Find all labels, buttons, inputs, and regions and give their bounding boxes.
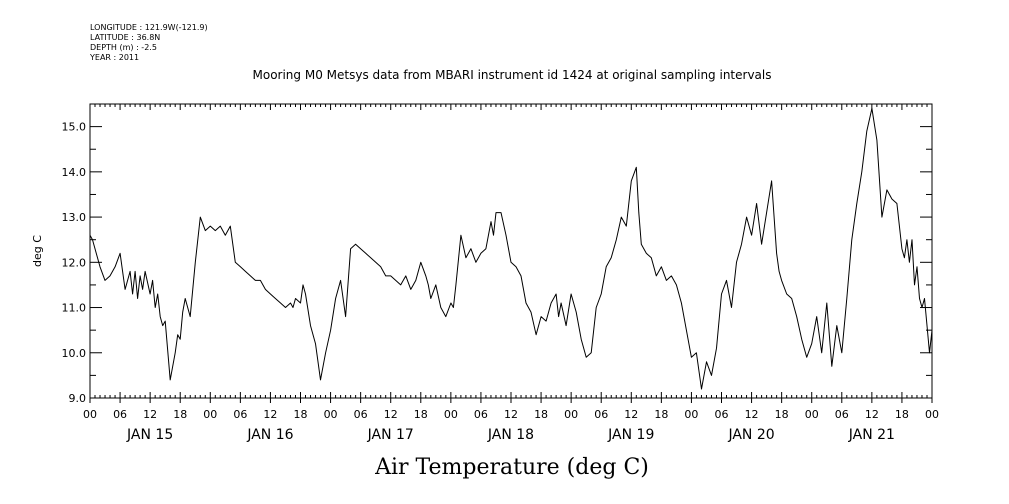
x-tick-label: 12 [384,408,398,421]
x-tick-label: 06 [233,408,247,421]
x-tick-label: 18 [654,408,668,421]
y-tick-label: 14.0 [62,166,87,179]
x-tick-label: 06 [354,408,368,421]
x-tick-label: 06 [835,408,849,421]
x-tick-label: 00 [83,408,97,421]
y-tick-label: 11.0 [62,302,87,315]
y-axis-label: deg C [31,235,44,267]
day-label: JAN 21 [848,427,895,443]
x-tick-label: 18 [534,408,548,421]
y-tick-label: 10.0 [62,347,87,360]
x-tick-label: 06 [474,408,488,421]
x-axis-label: Air Temperature (deg C) [374,455,649,480]
x-tick-label: 00 [203,408,217,421]
x-tick-labels: 00 06 12 18 00 06 12 18 00 06 12 18 00 06 12 18 00 06 12 18… [83,408,939,421]
x-tick-label: 00 [324,408,338,421]
longitude-text: LONGITUDE : 121.9W(-121.9) [90,23,208,32]
x-tick-label: 12 [263,408,277,421]
depth-text: DEPTH (m) : -2.5 [90,43,157,52]
x-tick-label: 12 [865,408,879,421]
x-tick-label: 06 [715,408,729,421]
x-tick-label: 18 [414,408,428,421]
y-tick-label: 15.0 [62,121,87,134]
day-label: JAN 19 [607,427,654,443]
x-tick-label: 12 [624,408,638,421]
series-line [89,108,933,390]
x-tick-label: 12 [143,408,157,421]
x-tick-label: 12 [745,408,759,421]
day-label: JAN 16 [246,427,293,443]
day-label: JAN 15 [126,427,173,443]
year-text: YEAR : 2011 [89,53,139,62]
x-tick-label: 12 [504,408,518,421]
x-tick-label: 18 [173,408,187,421]
day-label: JAN 20 [727,427,774,443]
day-labels: JAN 15 JAN 16 JAN 17 JAN 18 JAN 19 JAN 20 JAN … [126,427,895,443]
day-label: JAN 17 [367,427,414,443]
y-tick-label: 12.0 [62,256,87,269]
x-tick-label: 00 [444,408,458,421]
chart-title: Mooring M0 Metsys data from MBARI instru… [253,68,772,82]
x-tick-label: 00 [925,408,939,421]
y-tick-label: 13.0 [62,211,87,224]
x-tick-label: 06 [113,408,127,421]
x-tick-label: 18 [775,408,789,421]
x-tick-label: 18 [294,408,308,421]
x-tick-label: 00 [805,408,819,421]
y-tick-label: 9.0 [69,392,87,405]
x-tick-label: 06 [594,408,608,421]
latitude-text: LATITUDE : 36.8N [90,33,160,42]
x-tick-label: 00 [564,408,578,421]
series-layer [89,108,933,390]
x-tick-label: 00 [684,408,698,421]
day-label: JAN 18 [487,427,534,443]
tick-marks [89,103,933,403]
y-tick-labels: 9.0 10.0 11.0 12.0 13.0 14.0 15.0 [62,121,87,405]
x-tick-label: 18 [895,408,909,421]
